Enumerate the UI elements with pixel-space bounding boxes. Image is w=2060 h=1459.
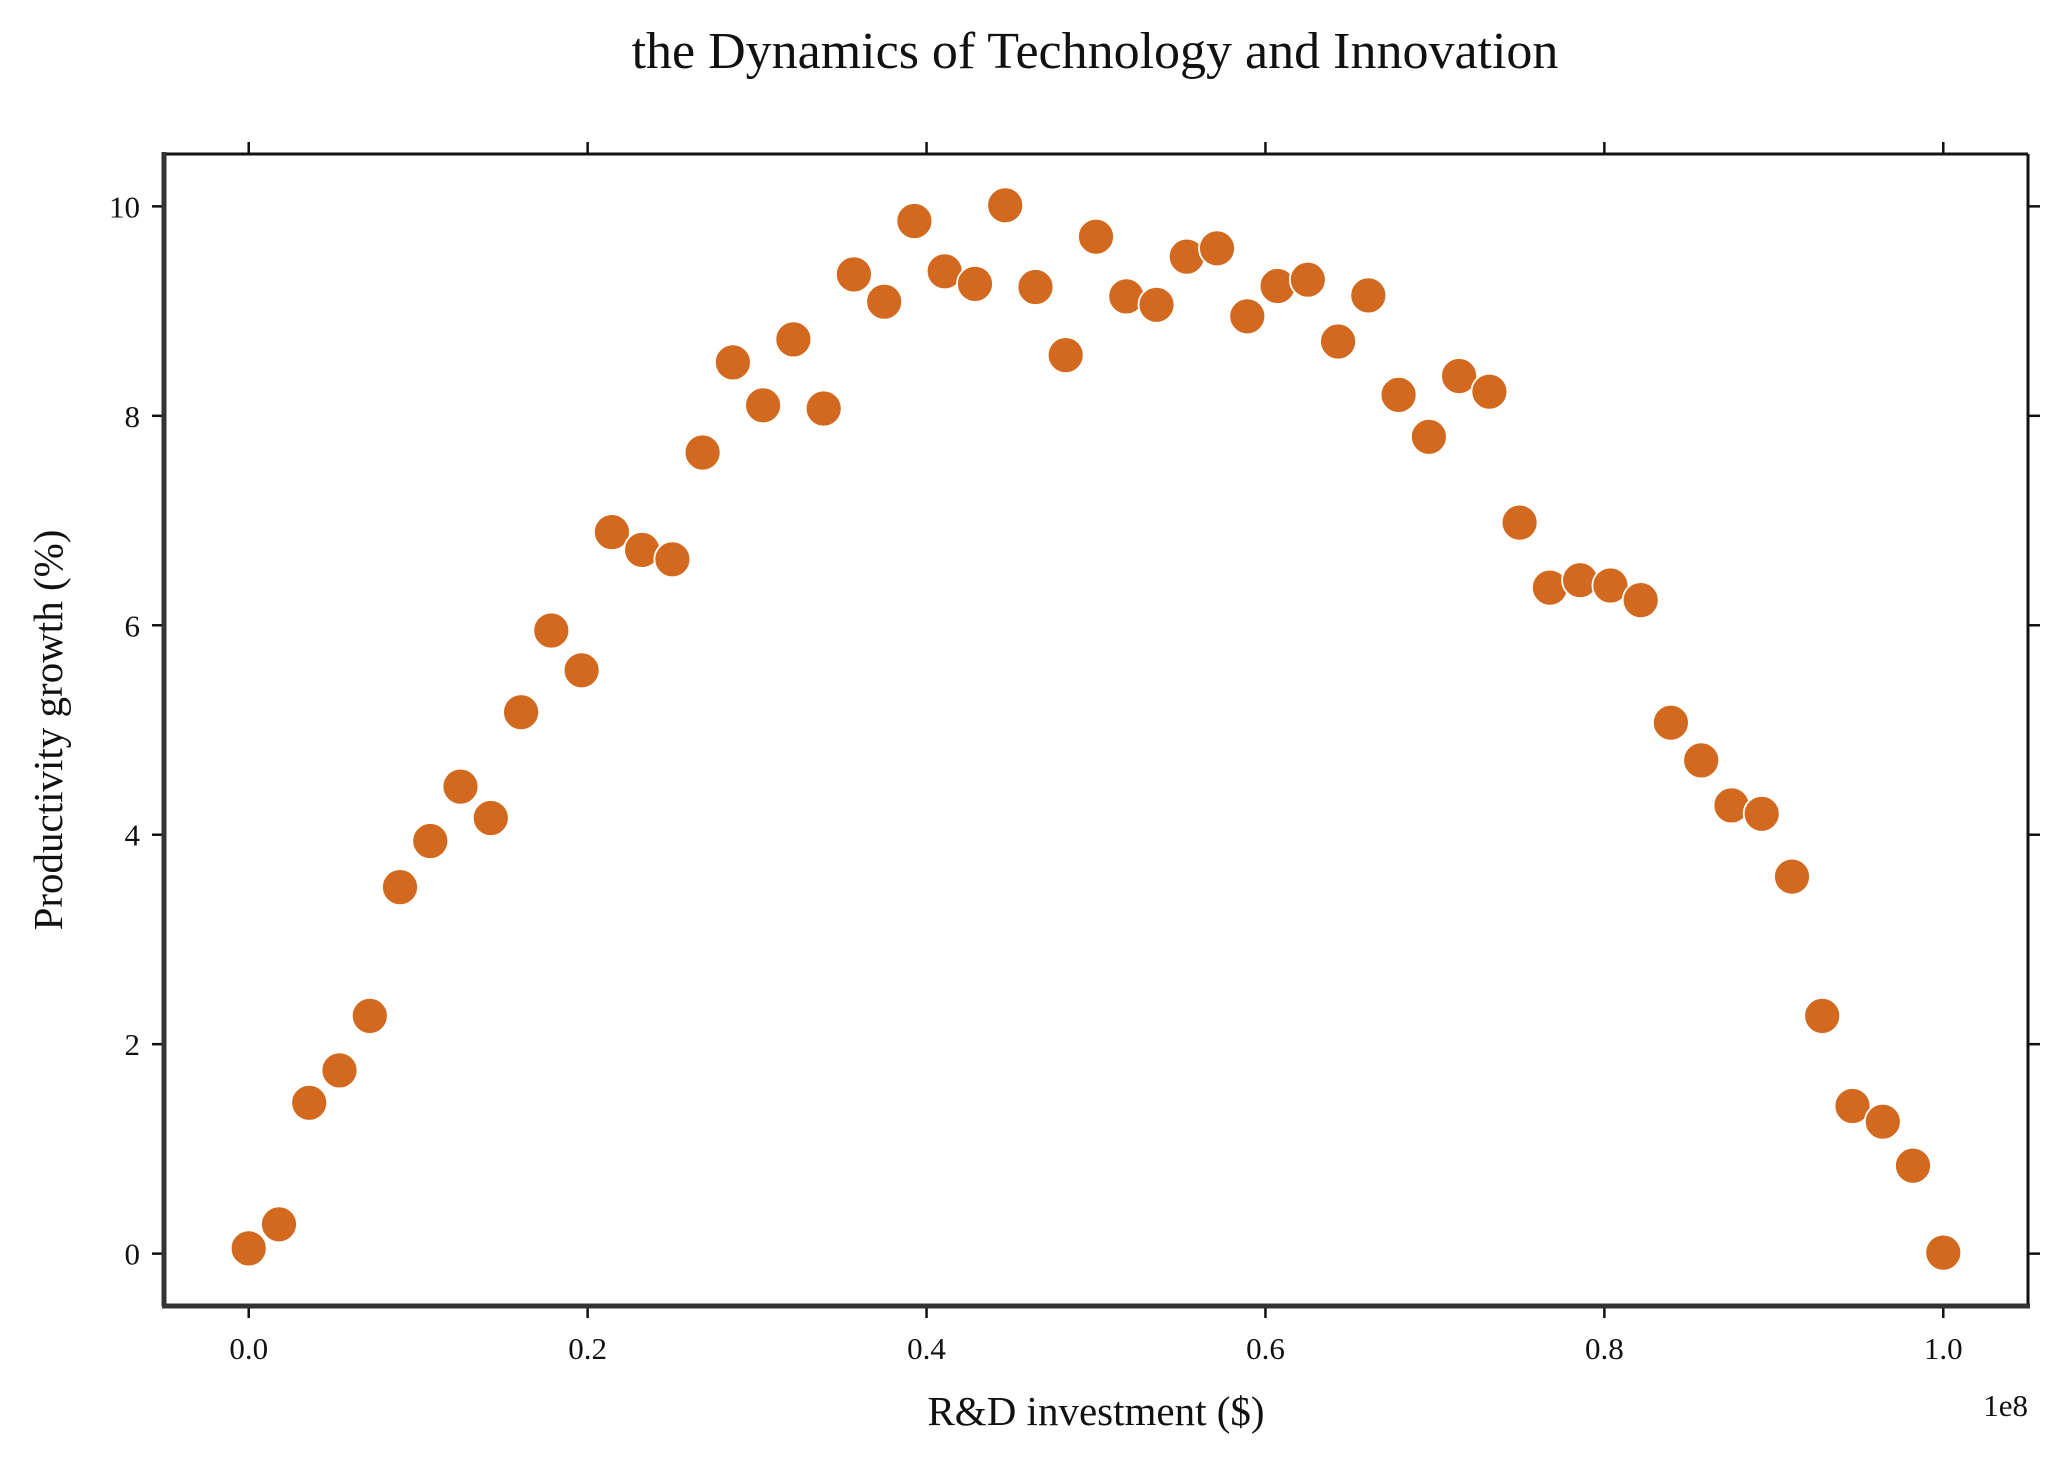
scatter-point bbox=[1924, 1233, 1963, 1272]
scatter-point bbox=[441, 767, 480, 806]
scatter-point bbox=[1500, 503, 1539, 542]
scatter-point bbox=[1470, 372, 1509, 411]
scatter-point bbox=[1894, 1146, 1932, 1185]
y-tick-label: 10 bbox=[109, 189, 140, 224]
y-tick-label: 4 bbox=[125, 818, 141, 853]
scatter-point bbox=[502, 693, 540, 732]
scatter-point bbox=[986, 186, 1025, 225]
scatter-point bbox=[1803, 997, 1842, 1035]
scatter-point bbox=[1833, 1087, 1872, 1125]
scatter-point bbox=[350, 997, 389, 1035]
scatter-point bbox=[1440, 357, 1478, 395]
scatter-point bbox=[683, 433, 722, 472]
scatter-point bbox=[1591, 566, 1630, 605]
scatter-point bbox=[1621, 581, 1660, 619]
scatter-point bbox=[1682, 741, 1721, 780]
scatter-point bbox=[1137, 285, 1176, 324]
scatter-point bbox=[714, 343, 752, 382]
scatter-point bbox=[1288, 260, 1327, 299]
scatter-point bbox=[895, 202, 934, 240]
scatter-point bbox=[290, 1083, 329, 1122]
scatter-point bbox=[1863, 1102, 1902, 1141]
scatter-point bbox=[320, 1051, 359, 1090]
y-tick-label: 0 bbox=[125, 1237, 141, 1272]
x-tick-label: 0.8 bbox=[1585, 1331, 1624, 1366]
scatter-point bbox=[1652, 703, 1690, 742]
scatter-point bbox=[865, 282, 904, 321]
y-tick-label: 8 bbox=[125, 399, 141, 434]
scatter-point bbox=[1228, 297, 1267, 336]
scatter-point bbox=[744, 386, 782, 425]
scatter-point bbox=[1319, 322, 1357, 361]
scatter-point bbox=[1016, 268, 1055, 306]
scatter-point bbox=[1379, 375, 1418, 414]
scatter-point bbox=[1349, 276, 1388, 315]
plot-frame bbox=[161, 152, 2030, 1309]
axis-ticks: 0.0 0.2 0.4 0.6 0.8 1.0 0 2 4 6 8 10 bbox=[109, 142, 2040, 1366]
chart-title: the Dynamics of Technology and Innovatio… bbox=[632, 23, 1559, 80]
scatter-point bbox=[1046, 336, 1085, 375]
y-axis-label: Productivity growth (%) bbox=[25, 530, 71, 931]
scatter-point bbox=[653, 540, 692, 579]
scatter-point bbox=[593, 513, 631, 551]
x-tick-label: 0.6 bbox=[1246, 1331, 1285, 1366]
scatter-point bbox=[532, 611, 571, 650]
x-tick-label: 0.4 bbox=[907, 1331, 946, 1366]
x-axis-label: R&D investment ($) bbox=[927, 1388, 1264, 1434]
scatter-point bbox=[1773, 857, 1811, 896]
scatter-point bbox=[804, 389, 843, 428]
y-tick-label: 2 bbox=[125, 1027, 141, 1062]
scatter-point bbox=[381, 868, 419, 906]
x-tick-label: 0.2 bbox=[568, 1331, 607, 1366]
x-tick-label: 0.0 bbox=[229, 1331, 268, 1366]
scatter-point bbox=[260, 1205, 298, 1244]
scatter-point bbox=[1410, 417, 1448, 456]
x-tick-label: 1.0 bbox=[1924, 1331, 1963, 1366]
scatter-points bbox=[229, 186, 1963, 1272]
scatter-point bbox=[471, 799, 510, 837]
scatter-point bbox=[562, 651, 601, 690]
scatter-point bbox=[774, 320, 813, 359]
scatter-point bbox=[956, 264, 994, 303]
scatter-point bbox=[835, 255, 873, 294]
scatter-point bbox=[1198, 229, 1236, 268]
scatter-point bbox=[1077, 217, 1115, 256]
scatter-point bbox=[411, 822, 450, 860]
y-tick-label: 6 bbox=[125, 608, 141, 643]
x-axis-offset-label: 1e8 bbox=[1983, 1388, 2028, 1423]
scatter-point bbox=[1742, 794, 1781, 833]
scatter-point bbox=[229, 1229, 268, 1268]
